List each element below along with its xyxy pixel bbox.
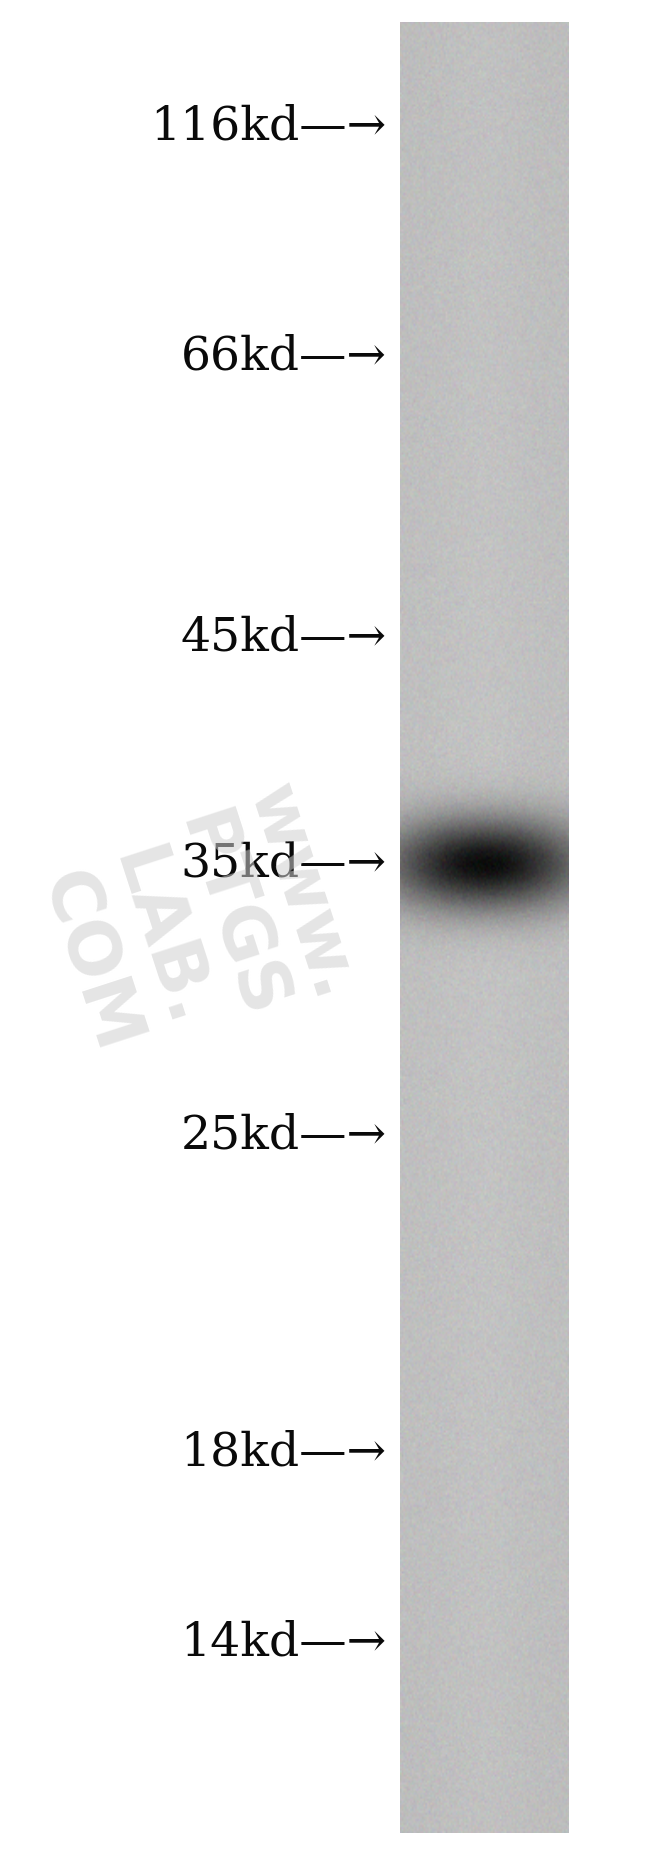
Text: 66kd—→: 66kd—→	[181, 334, 387, 380]
Text: www.
PTGS
LAB.
COM: www. PTGS LAB. COM	[21, 775, 369, 1080]
Text: 45kd—→: 45kd—→	[181, 616, 387, 660]
Text: 25kd—→: 25kd—→	[181, 1113, 387, 1158]
Text: 18kd—→: 18kd—→	[181, 1430, 387, 1475]
Text: 35kd—→: 35kd—→	[181, 842, 387, 887]
Text: 14kd—→: 14kd—→	[181, 1619, 387, 1666]
Text: 116kd—→: 116kd—→	[151, 104, 387, 150]
